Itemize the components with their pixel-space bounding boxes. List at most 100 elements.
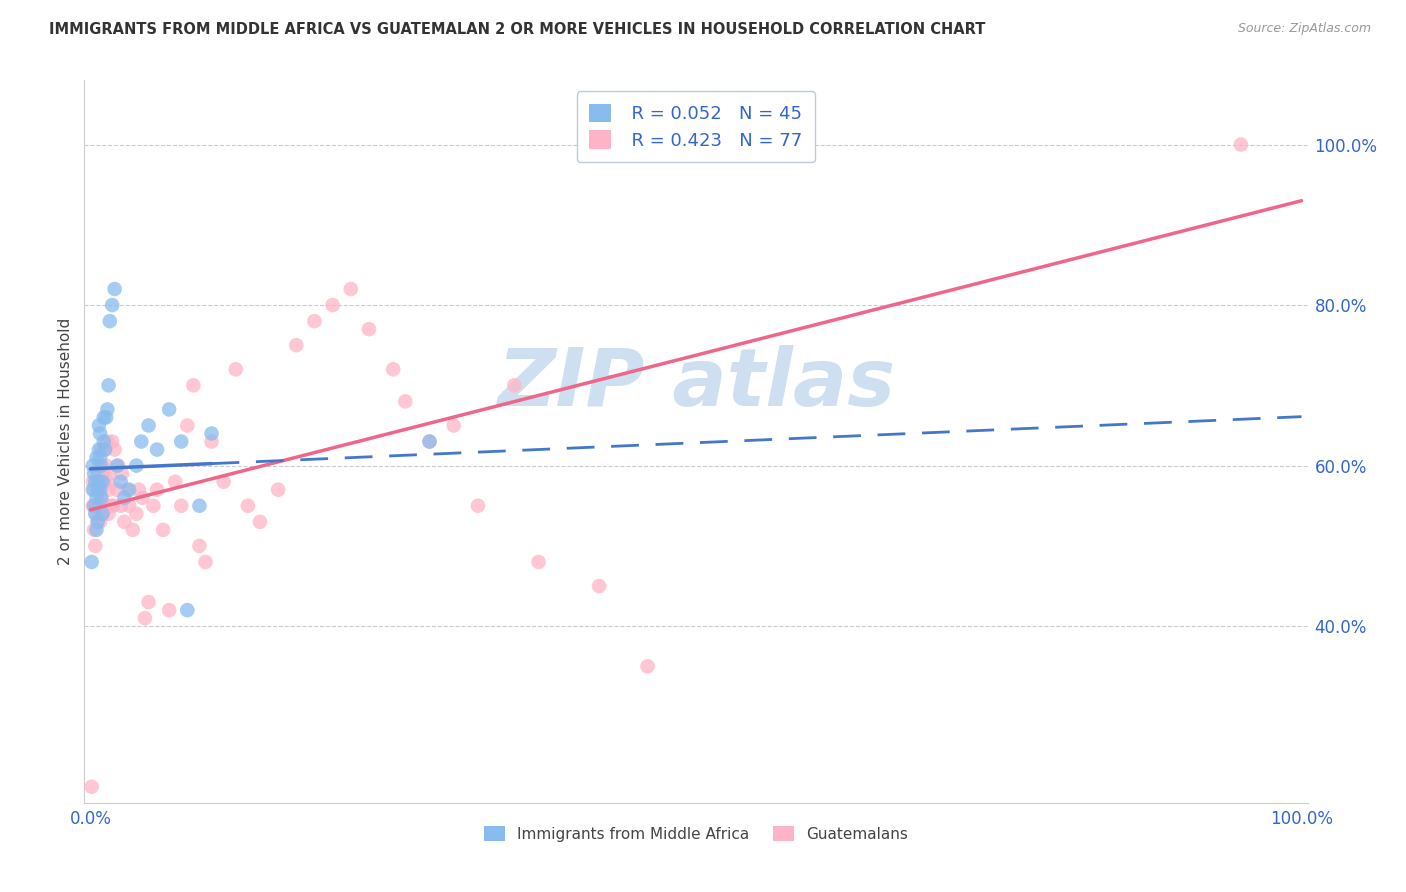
Point	[93, 475, 115, 489]
Point	[121, 523, 143, 537]
Point	[97, 378, 120, 392]
Point	[105, 458, 128, 473]
Point	[194, 555, 217, 569]
Point	[418, 434, 440, 449]
Point	[394, 394, 416, 409]
Point	[188, 539, 211, 553]
Point	[176, 418, 198, 433]
Point	[86, 515, 108, 529]
Point	[104, 282, 127, 296]
Point	[236, 499, 259, 513]
Point	[110, 475, 132, 489]
Point	[118, 483, 141, 497]
Text: Source: ZipAtlas.com: Source: ZipAtlas.com	[1237, 22, 1371, 36]
Point	[86, 523, 108, 537]
Point	[176, 603, 198, 617]
Point	[80, 780, 103, 794]
Point	[82, 483, 104, 497]
Point	[304, 314, 326, 328]
Point	[96, 434, 118, 449]
Point	[157, 402, 180, 417]
Point	[134, 611, 156, 625]
Point	[90, 458, 112, 473]
Point	[82, 475, 104, 489]
Point	[96, 475, 118, 489]
Point	[104, 442, 127, 457]
Point	[188, 499, 211, 513]
Point	[91, 507, 114, 521]
Point	[98, 314, 121, 328]
Point	[128, 483, 150, 497]
Point	[90, 491, 112, 505]
Point	[467, 499, 489, 513]
Point	[91, 467, 114, 481]
Point	[93, 499, 115, 513]
Y-axis label: 2 or more Vehicles in Household: 2 or more Vehicles in Household	[58, 318, 73, 566]
Point	[96, 402, 118, 417]
Point	[80, 555, 103, 569]
Point	[111, 467, 134, 481]
Point	[503, 378, 526, 392]
Point	[170, 499, 193, 513]
Point	[115, 483, 138, 497]
Point	[322, 298, 344, 312]
Point	[112, 491, 135, 505]
Point	[96, 458, 118, 473]
Point	[1230, 137, 1253, 152]
Point	[200, 426, 222, 441]
Point	[83, 499, 105, 513]
Point	[110, 499, 132, 513]
Point	[637, 659, 659, 673]
Point	[103, 499, 125, 513]
Point	[89, 450, 111, 465]
Point	[443, 418, 465, 433]
Point	[125, 507, 148, 521]
Point	[142, 499, 165, 513]
Point	[94, 442, 117, 457]
Point	[86, 450, 108, 465]
Point	[112, 515, 135, 529]
Point	[98, 467, 121, 481]
Point	[89, 483, 111, 497]
Point	[357, 322, 380, 336]
Point	[82, 499, 104, 513]
Point	[84, 475, 107, 489]
Point	[94, 442, 117, 457]
Point	[86, 475, 108, 489]
Point	[86, 483, 108, 497]
Point	[91, 475, 114, 489]
Point	[200, 434, 222, 449]
Point	[87, 458, 110, 473]
Point	[90, 442, 112, 457]
Point	[94, 499, 117, 513]
Point	[125, 458, 148, 473]
Point	[87, 418, 110, 433]
Point	[101, 434, 124, 449]
Point	[588, 579, 610, 593]
Point	[382, 362, 405, 376]
Point	[89, 483, 111, 497]
Point	[100, 499, 122, 513]
Point	[97, 507, 120, 521]
Text: IMMIGRANTS FROM MIDDLE AFRICA VS GUATEMALAN 2 OR MORE VEHICLES IN HOUSEHOLD CORR: IMMIGRANTS FROM MIDDLE AFRICA VS GUATEMA…	[49, 22, 986, 37]
Point	[340, 282, 363, 296]
Point	[138, 595, 160, 609]
Point	[96, 410, 118, 425]
Point	[87, 442, 110, 457]
Point	[129, 434, 152, 449]
Point	[86, 507, 108, 521]
Point	[91, 507, 114, 521]
Point	[165, 475, 187, 489]
Point	[93, 410, 115, 425]
Point	[527, 555, 550, 569]
Point	[84, 507, 107, 521]
Point	[249, 515, 271, 529]
Legend: Immigrants from Middle Africa, Guatemalans: Immigrants from Middle Africa, Guatemala…	[477, 818, 915, 849]
Point	[131, 491, 153, 505]
Point	[101, 298, 124, 312]
Point	[84, 539, 107, 553]
Point	[212, 475, 235, 489]
Point	[225, 362, 247, 376]
Point	[285, 338, 308, 352]
Point	[146, 442, 169, 457]
